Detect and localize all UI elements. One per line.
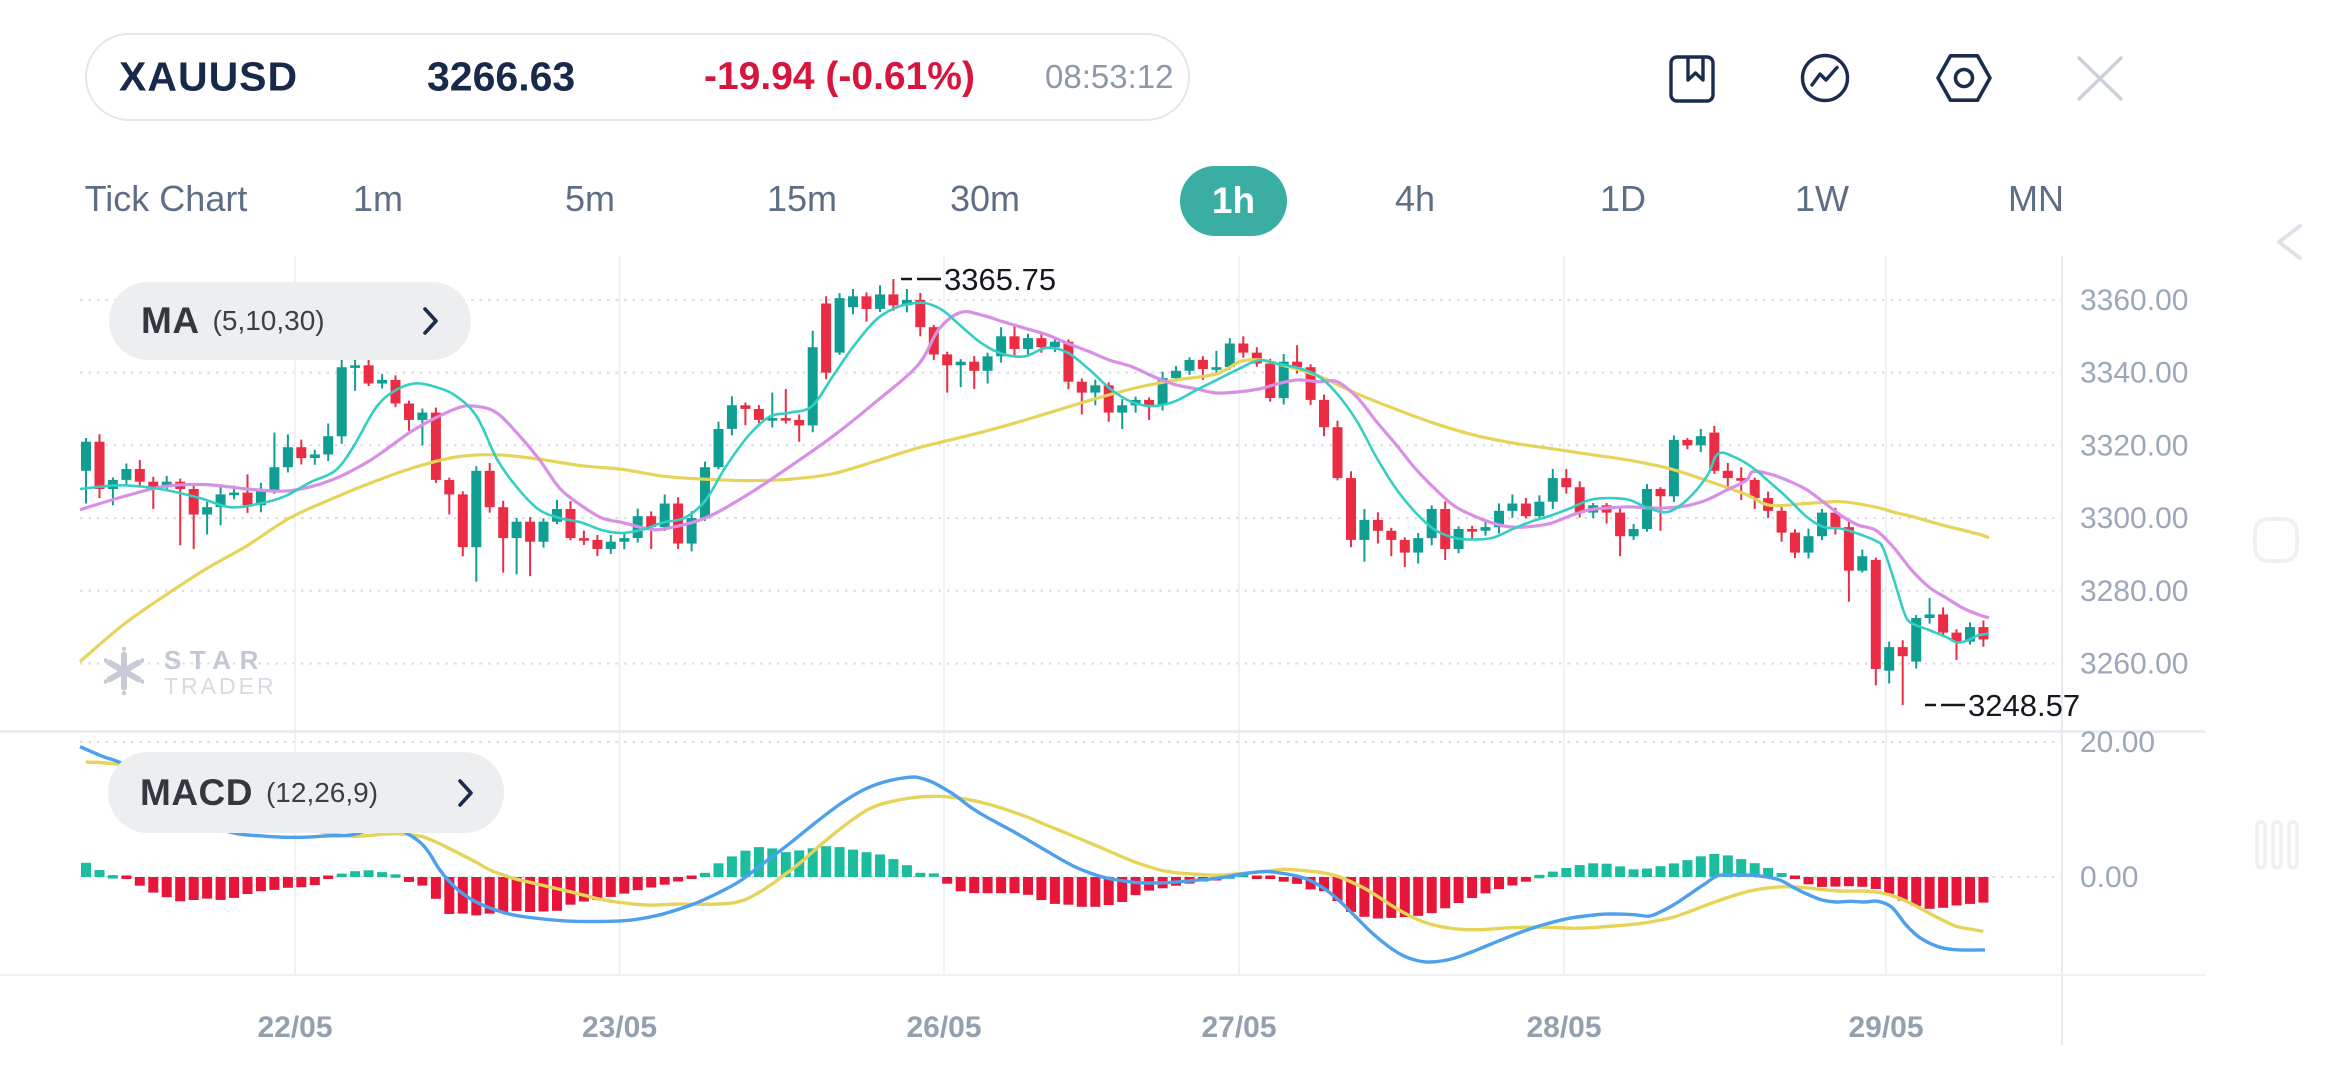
svg-text:20.00: 20.00 [2080, 726, 2155, 759]
svg-text:3248.57: 3248.57 [1968, 688, 2080, 723]
svg-text:3280.00: 3280.00 [2080, 575, 2188, 608]
svg-text:3365.75: 3365.75 [944, 262, 1056, 297]
svg-text:0.00: 0.00 [2080, 861, 2138, 894]
svg-text:22/05: 22/05 [257, 1011, 332, 1044]
svg-text:3340.00: 3340.00 [2080, 357, 2188, 390]
svg-text:3260.00: 3260.00 [2080, 648, 2188, 681]
svg-text:3320.00: 3320.00 [2080, 429, 2188, 462]
svg-text:27/05: 27/05 [1201, 1011, 1276, 1044]
svg-text:3360.00: 3360.00 [2080, 284, 2188, 317]
svg-text:29/05: 29/05 [1848, 1011, 1923, 1044]
svg-text:26/05: 26/05 [906, 1011, 981, 1044]
svg-text:28/05: 28/05 [1526, 1011, 1601, 1044]
svg-text:3300.00: 3300.00 [2080, 502, 2188, 535]
svg-text:23/05: 23/05 [582, 1011, 657, 1044]
